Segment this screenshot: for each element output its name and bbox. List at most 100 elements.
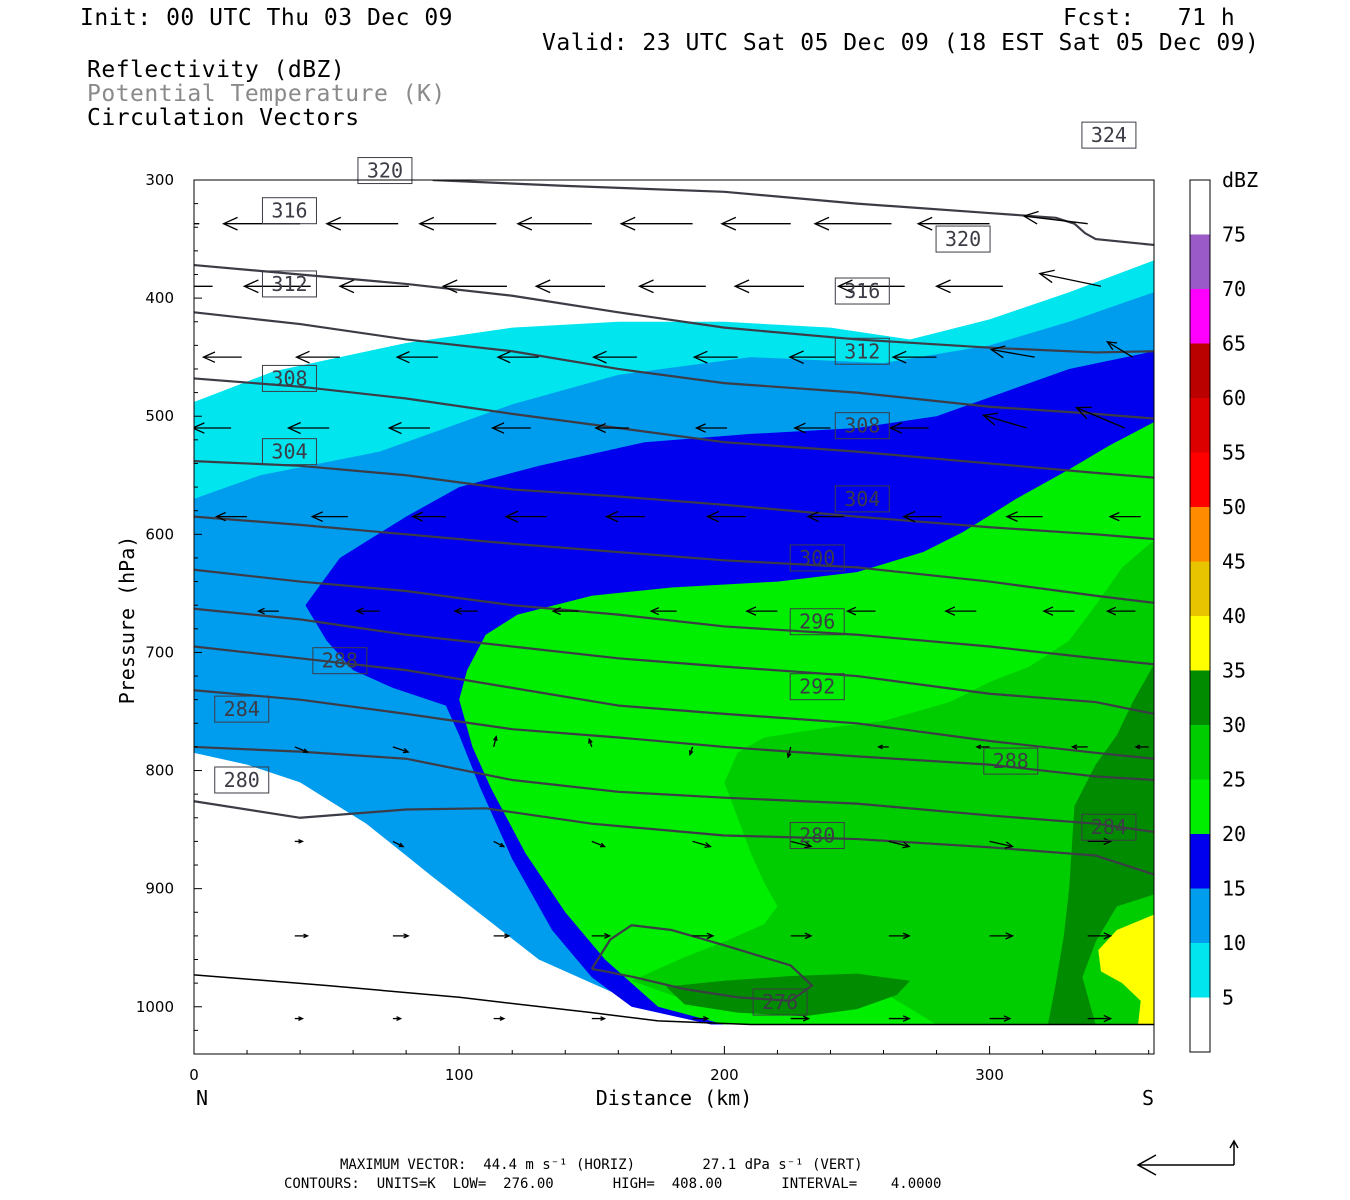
colorbar-label-5: 5 — [1222, 986, 1234, 1010]
vector-head — [214, 511, 226, 522]
circulation-vector — [591, 350, 637, 364]
contour-label-box — [789, 822, 845, 849]
circulation-vector — [934, 279, 1003, 294]
circulation-vector — [836, 279, 905, 294]
contour-label-308: 308 — [261, 364, 317, 392]
circulation-vector — [534, 279, 606, 294]
reflectivity-region-35 — [1098, 914, 1154, 1025]
vector-shaft — [692, 840, 711, 848]
circulation-vector — [504, 510, 547, 523]
contour-label-text: 316 — [271, 199, 307, 223]
colorbar-swatch-70 — [1190, 234, 1210, 289]
terrain-line — [194, 974, 1154, 1026]
reflectivity-region-25 — [631, 540, 1154, 1025]
y-tick-label: 800 — [145, 762, 174, 780]
vector-head — [1105, 606, 1117, 616]
vector-head — [551, 607, 561, 616]
colorbar-swatch-50 — [1190, 452, 1210, 507]
vector-shaft — [294, 746, 308, 753]
circulation-vector — [591, 840, 607, 848]
vector-head — [902, 1015, 911, 1022]
circulation-vector — [492, 735, 498, 748]
circulation-vector — [975, 744, 990, 750]
contour-label-280: 280 — [214, 766, 270, 794]
vector-head — [1134, 744, 1141, 750]
vector-head — [325, 216, 342, 231]
vector-head — [813, 216, 830, 231]
vector-head — [944, 606, 956, 616]
contour-label-box — [357, 157, 413, 185]
vector-head — [989, 345, 1006, 359]
contour-label-text: 276 — [762, 990, 798, 1014]
circulation-vector — [891, 350, 937, 364]
theta-contour-316 — [194, 311, 1154, 420]
colorbar-label-70: 70 — [1222, 277, 1246, 301]
circulation-vector — [588, 737, 593, 748]
circulation-vector — [194, 223, 200, 225]
contour-label-text: 308 — [844, 414, 880, 438]
vector-head — [934, 279, 951, 294]
contour-label-316: 316 — [261, 197, 317, 225]
vector-head — [387, 421, 402, 435]
y-tick-label: 600 — [145, 525, 174, 543]
vector-head — [604, 932, 612, 939]
circulation-vector — [441, 279, 507, 294]
y-tick-label: 500 — [145, 407, 174, 425]
contour-label-276: 276 — [752, 988, 808, 1016]
vector-head — [492, 735, 498, 742]
vector-shaft — [493, 840, 505, 848]
vector-head — [242, 279, 259, 294]
vector-head — [804, 841, 813, 849]
circulation-vector — [387, 421, 431, 435]
vector-head — [591, 350, 607, 364]
vector-head — [490, 422, 505, 434]
circulation-vector — [325, 216, 399, 231]
contour-label-text: 308 — [271, 366, 307, 390]
vector-shaft — [392, 746, 409, 753]
colorbar-swatch-25 — [1190, 725, 1210, 780]
colorbar-label-20: 20 — [1222, 822, 1246, 846]
vector-head — [637, 279, 654, 294]
vector-head — [836, 279, 853, 294]
colorbar-label-40: 40 — [1222, 604, 1246, 628]
theta-contour-304 — [194, 515, 1154, 604]
contour-label-284: 284 — [1081, 813, 1137, 841]
circulation-vector — [392, 933, 410, 939]
circulation-vector — [989, 345, 1035, 359]
circulation-vector — [1105, 606, 1136, 616]
vector-head — [788, 350, 804, 364]
circulation-vector — [1087, 837, 1113, 846]
vector-head — [1005, 511, 1018, 523]
circulation-vector — [705, 510, 746, 523]
contour-label-box — [834, 485, 890, 513]
circulation-vector — [591, 1016, 607, 1021]
circulation-vector — [310, 511, 348, 523]
vector-head — [1103, 837, 1113, 846]
contour-label-box — [789, 673, 845, 701]
vector-head — [194, 422, 205, 434]
colorbar-swatch-35 — [1190, 616, 1210, 671]
vector-head — [1108, 511, 1120, 522]
x-axis-label: Distance (km) — [596, 1086, 753, 1110]
init-time: Init: 00 UTC Thu 03 Dec 09 — [80, 5, 454, 31]
contour-label-box — [983, 747, 1039, 775]
theta-contour-296 — [194, 607, 1154, 715]
circulation-vector — [981, 412, 1027, 429]
circulation-vector — [591, 932, 612, 939]
vector-head — [705, 510, 720, 523]
reflectivity-region-30 — [666, 973, 911, 1017]
contours-note: CONTOURS: UNITS=K LOW= 276.00 HIGH= 408.… — [284, 1176, 942, 1192]
vector-head — [692, 350, 708, 364]
vector-shaft — [1076, 407, 1126, 429]
colorbar-swatch-10 — [1190, 888, 1210, 943]
circulation-vector — [806, 511, 844, 523]
vector-shaft — [991, 348, 1035, 358]
contour-label-box — [834, 337, 890, 365]
circulation-vector — [286, 421, 330, 435]
circulation-vector — [604, 510, 645, 523]
circulation-vector — [338, 279, 409, 294]
vector-head — [201, 351, 216, 363]
vector-head — [902, 932, 911, 940]
vector-head — [338, 279, 355, 294]
